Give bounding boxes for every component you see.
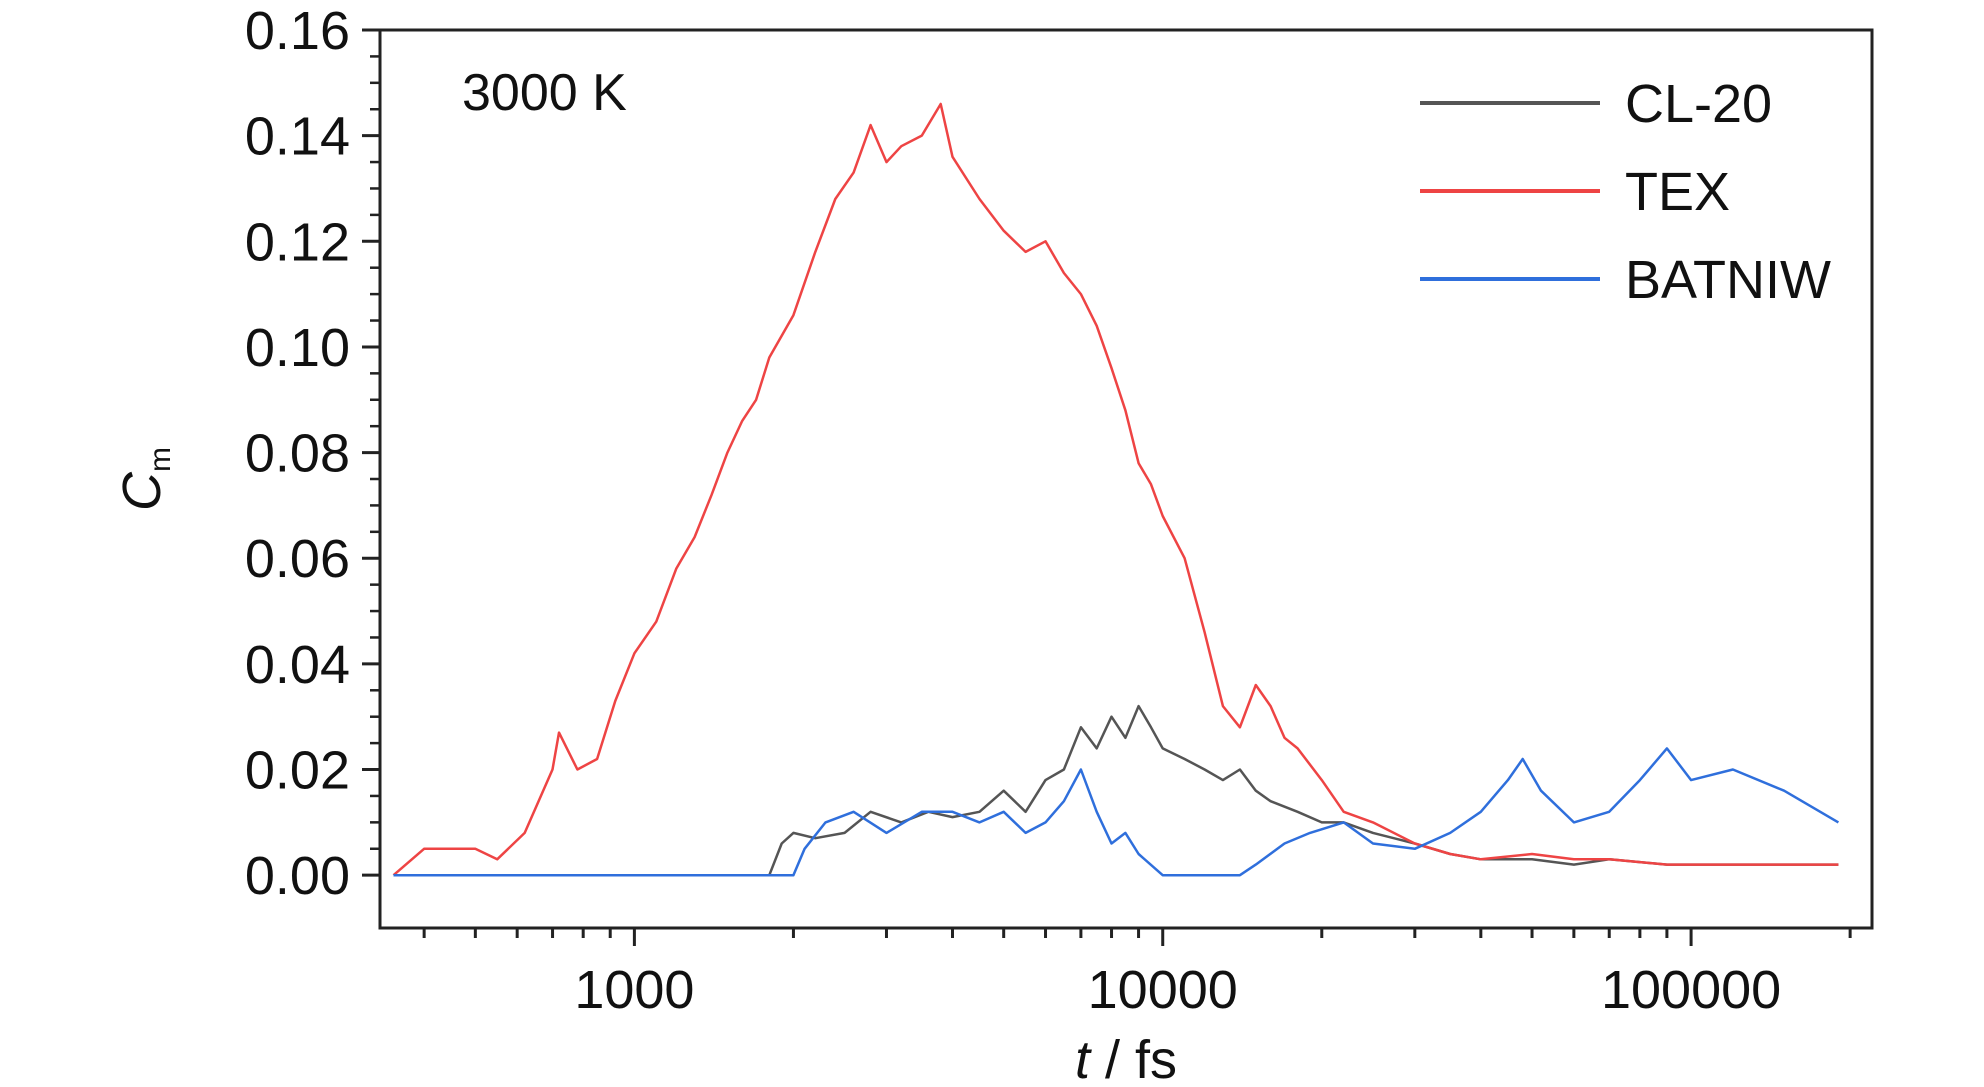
x-axis-unit: / fs	[1090, 1030, 1177, 1087]
y-tick-label: 0.08	[245, 424, 350, 484]
x-tick-label: 10000	[1088, 960, 1238, 1020]
y-tick-label: 0.12	[245, 212, 350, 272]
x-axis-title: t / fs	[1075, 1030, 1177, 1087]
y-axis-subscript: m	[144, 447, 177, 472]
x-tick-label: 100000	[1601, 960, 1781, 1020]
series-batniw-line	[393, 747, 1840, 877]
y-axis-variable: C	[112, 471, 172, 511]
y-axis-ticks: 0.00 0.02 0.04 0.06 0.08 0.10 0.12 0.14 0.16	[245, 1, 380, 906]
x-tick-label: 1000	[574, 960, 694, 1020]
y-tick-label: 0.00	[245, 846, 350, 906]
legend-label: CL-20	[1625, 74, 1772, 134]
y-tick-label: 0.16	[245, 1, 350, 61]
legend-label: BATNIW	[1625, 250, 1831, 310]
series-tex-line	[392, 102, 1839, 877]
legend: CL-20 TEX BATNIW	[1410, 58, 1840, 343]
temperature-annotation: 3000 K	[462, 64, 627, 122]
y-tick-label: 0.14	[245, 107, 350, 167]
y-tick-label: 0.02	[245, 741, 350, 801]
legend-label: TEX	[1625, 162, 1730, 222]
y-tick-label: 0.06	[245, 529, 350, 589]
x-axis-ticks: 1000 10000 100000	[422, 928, 1852, 1020]
x-axis-variable: t	[1075, 1030, 1092, 1087]
legend-background	[1410, 58, 1840, 343]
series-layer	[392, 102, 1840, 877]
y-tick-label: 0.10	[245, 318, 350, 378]
y-axis-title: Cm	[112, 447, 177, 511]
y-tick-label: 0.04	[245, 635, 350, 695]
